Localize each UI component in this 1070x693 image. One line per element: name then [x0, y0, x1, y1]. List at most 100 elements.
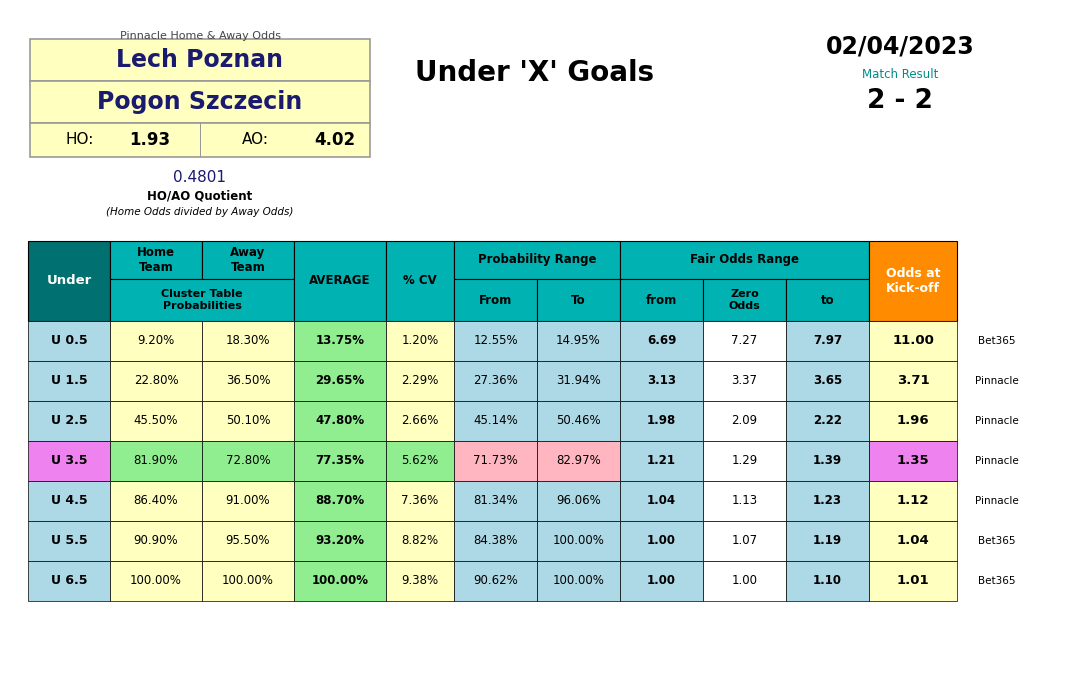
Bar [386, 521, 454, 561]
Text: 88.70%: 88.70% [316, 495, 365, 507]
Bar [202, 441, 294, 481]
Bar [110, 521, 202, 561]
Text: 1.07: 1.07 [732, 534, 758, 547]
Text: 5.62%: 5.62% [401, 455, 439, 468]
Text: From: From [479, 294, 513, 306]
Bar [386, 361, 454, 401]
Text: 2.66%: 2.66% [401, 414, 439, 428]
Text: 11.00: 11.00 [892, 335, 934, 347]
Text: 0.4801: 0.4801 [173, 170, 227, 186]
Text: HO:: HO: [66, 132, 94, 148]
Text: 1.01: 1.01 [897, 574, 930, 588]
Bar [703, 441, 786, 481]
Text: 2.29%: 2.29% [401, 374, 439, 387]
Bar [110, 279, 294, 321]
Bar [294, 241, 386, 321]
Text: 90.90%: 90.90% [134, 534, 179, 547]
Bar [537, 279, 620, 321]
Text: U 6.5: U 6.5 [50, 574, 88, 588]
Text: 1.98: 1.98 [647, 414, 676, 428]
Text: 1.12: 1.12 [897, 495, 929, 507]
Bar [869, 401, 957, 441]
Bar [620, 521, 703, 561]
Text: Under 'X' Goals: Under 'X' Goals [415, 59, 655, 87]
Text: 4.02: 4.02 [315, 131, 355, 149]
Text: 7.27: 7.27 [732, 335, 758, 347]
Bar [786, 441, 869, 481]
Text: U 4.5: U 4.5 [50, 495, 88, 507]
Text: 31.94%: 31.94% [556, 374, 601, 387]
Text: 1.96: 1.96 [897, 414, 930, 428]
Text: 27.36%: 27.36% [473, 374, 518, 387]
Bar [620, 561, 703, 601]
Bar [202, 241, 294, 279]
Text: 1.93: 1.93 [129, 131, 170, 149]
Bar [28, 521, 110, 561]
Text: U 1.5: U 1.5 [50, 374, 88, 387]
Text: 100.00%: 100.00% [552, 534, 605, 547]
Bar [703, 481, 786, 521]
Bar [454, 361, 537, 401]
Text: 1.20%: 1.20% [401, 335, 439, 347]
Text: Match Result: Match Result [861, 69, 938, 82]
Bar [537, 441, 620, 481]
Bar [110, 441, 202, 481]
Bar [110, 361, 202, 401]
Text: 02/04/2023: 02/04/2023 [826, 34, 975, 58]
Bar [703, 521, 786, 561]
Bar [294, 361, 386, 401]
Bar [620, 321, 703, 361]
Bar [620, 441, 703, 481]
Bar [703, 401, 786, 441]
Bar [28, 561, 110, 601]
Text: 91.00%: 91.00% [226, 495, 271, 507]
Bar [202, 321, 294, 361]
Bar [786, 321, 869, 361]
Text: 12.55%: 12.55% [473, 335, 518, 347]
Bar [110, 321, 202, 361]
Bar [786, 401, 869, 441]
Text: Pinnacle: Pinnacle [975, 376, 1019, 386]
Text: 8.82%: 8.82% [401, 534, 439, 547]
Bar [110, 241, 202, 279]
Bar [386, 241, 454, 321]
Bar [30, 81, 370, 123]
Text: 71.73%: 71.73% [473, 455, 518, 468]
Bar [294, 401, 386, 441]
Text: 81.90%: 81.90% [134, 455, 179, 468]
Text: (Home Odds divided by Away Odds): (Home Odds divided by Away Odds) [106, 207, 293, 217]
Bar [786, 361, 869, 401]
Text: To: To [571, 294, 585, 306]
Bar [537, 321, 620, 361]
Text: Under: Under [46, 274, 92, 288]
Text: 9.38%: 9.38% [401, 574, 439, 588]
Bar [386, 321, 454, 361]
Bar [294, 321, 386, 361]
Bar [620, 241, 869, 279]
Text: 1.04: 1.04 [647, 495, 676, 507]
Bar [30, 123, 370, 157]
Bar [110, 481, 202, 521]
Text: 100.00%: 100.00% [311, 574, 368, 588]
Text: 100.00%: 100.00% [552, 574, 605, 588]
Bar [202, 361, 294, 401]
Text: 77.35%: 77.35% [316, 455, 365, 468]
Text: U 3.5: U 3.5 [50, 455, 88, 468]
Text: U 5.5: U 5.5 [50, 534, 88, 547]
Text: Pinnacle Home & Away Odds: Pinnacle Home & Away Odds [120, 31, 280, 41]
Text: 29.65%: 29.65% [316, 374, 365, 387]
Bar [294, 521, 386, 561]
Text: from: from [646, 294, 677, 306]
Bar [703, 561, 786, 601]
Bar [537, 361, 620, 401]
Text: U 0.5: U 0.5 [50, 335, 88, 347]
Text: Probability Range: Probability Range [477, 254, 596, 267]
Text: 1.00: 1.00 [647, 574, 676, 588]
Text: 100.00%: 100.00% [131, 574, 182, 588]
Text: Bet365: Bet365 [978, 576, 1015, 586]
Bar [537, 521, 620, 561]
Text: 13.75%: 13.75% [316, 335, 365, 347]
Bar [386, 561, 454, 601]
Bar [454, 241, 620, 279]
Bar [30, 39, 370, 81]
